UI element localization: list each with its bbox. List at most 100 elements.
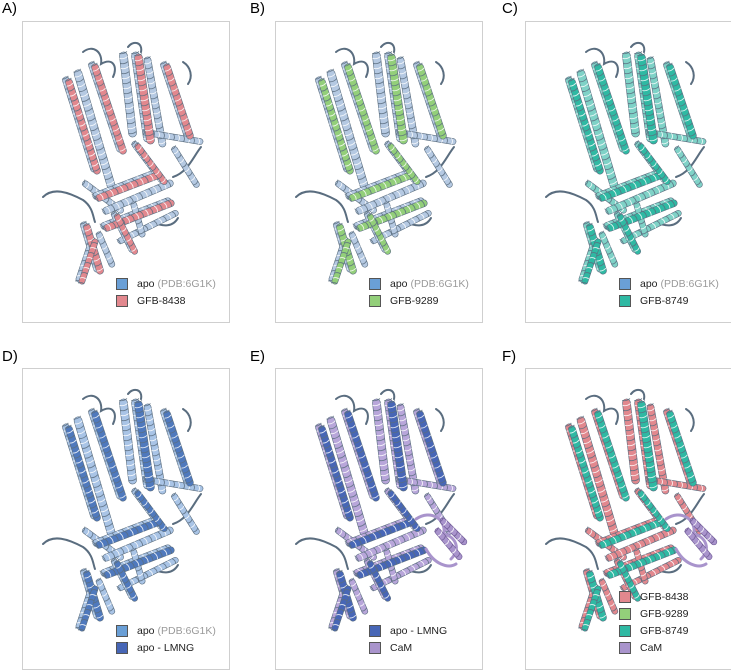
legend-swatch <box>619 641 631 654</box>
overlay-structure <box>567 53 697 285</box>
helix <box>366 559 391 602</box>
legend-item: GFB-8749 <box>619 622 688 639</box>
helix <box>396 56 420 148</box>
helix <box>142 475 204 492</box>
legend-swatch <box>369 294 381 307</box>
helix <box>317 424 354 522</box>
coil <box>127 388 143 400</box>
helix <box>366 212 391 255</box>
overlay-structure <box>317 400 468 632</box>
helix <box>423 145 453 188</box>
helix <box>665 62 697 140</box>
legend-c: apo (PDB:6G1K) GFB-8749 <box>619 275 719 309</box>
legend-swatch <box>619 590 631 603</box>
helix <box>637 489 671 532</box>
overlay-structure <box>317 53 447 285</box>
helix <box>619 210 682 245</box>
helix <box>90 62 127 155</box>
legend-d: apo (PDB:6G1K) apo - LMNG <box>116 622 216 656</box>
helix <box>162 62 194 140</box>
legend-swatch <box>369 624 381 637</box>
helix <box>90 409 127 502</box>
helix <box>354 526 427 562</box>
legend-label: apo <box>640 277 658 290</box>
coil <box>585 394 619 425</box>
helix <box>387 142 421 185</box>
legend-swatch <box>619 624 631 637</box>
helix <box>326 68 370 193</box>
legend-swatch <box>619 294 631 307</box>
panel-e-frame <box>275 368 483 670</box>
helix <box>134 53 155 145</box>
helix <box>689 516 718 546</box>
legend-label: GFB-9289 <box>390 294 439 307</box>
helix <box>665 409 697 487</box>
helix <box>348 230 369 268</box>
panel-label-b: B) <box>250 0 265 17</box>
legend-note: (PDB:6G1K) <box>410 277 469 290</box>
helix <box>330 238 352 285</box>
panel-label-e: E) <box>250 348 265 365</box>
helix <box>576 68 620 193</box>
reference-structure <box>545 41 707 283</box>
coil <box>380 388 396 400</box>
helix <box>101 179 174 215</box>
legend-label: GFB-8749 <box>640 624 689 637</box>
helix <box>415 409 447 487</box>
helix <box>119 51 137 138</box>
legend-item: GFB-8438 <box>619 588 688 605</box>
helix <box>567 424 604 522</box>
coil <box>172 146 202 178</box>
panel-label-a: A) <box>2 0 17 17</box>
helix <box>113 559 138 602</box>
helix <box>372 398 390 485</box>
helix <box>170 145 200 188</box>
helix <box>593 62 630 155</box>
coil <box>172 493 202 525</box>
panel-label-f: F) <box>502 348 517 365</box>
protein-structure-c <box>545 41 707 285</box>
helix <box>684 526 713 560</box>
helix <box>597 518 665 549</box>
helix <box>604 526 677 562</box>
helix <box>134 400 155 492</box>
helix <box>77 585 99 632</box>
legend-label: CaM <box>390 641 413 654</box>
helix <box>622 398 640 485</box>
coil <box>127 41 143 53</box>
legend-item: GFB-8749 <box>619 292 719 309</box>
legend-label: apo <box>390 277 408 290</box>
legend-f: GFB-8438 GFB-9289 GFB-8749 CaM <box>619 588 688 656</box>
legend-item: CaM <box>619 639 688 656</box>
helix <box>439 516 468 546</box>
legend-item: apo - LMNG <box>116 639 216 656</box>
panel-c-frame <box>525 21 731 323</box>
coil <box>425 146 455 178</box>
panel-a-frame <box>22 21 230 323</box>
helix <box>113 212 138 255</box>
panel-d-frame <box>22 368 230 670</box>
helix <box>598 577 619 615</box>
helix <box>673 145 703 188</box>
coil <box>425 493 455 525</box>
overlay-structure <box>567 400 718 632</box>
helix <box>64 77 101 175</box>
protein-structure-f <box>545 388 718 632</box>
coil <box>545 537 599 570</box>
panel-label-c: C) <box>502 0 518 17</box>
helix <box>387 53 408 145</box>
legend-swatch <box>369 277 381 290</box>
helix <box>597 171 665 202</box>
coil <box>685 408 695 432</box>
reference-structure <box>42 388 204 630</box>
legend-item: GFB-9289 <box>369 292 469 309</box>
helix <box>622 51 640 138</box>
legend-label: CaM <box>640 641 663 654</box>
legend-item: GFB-8438 <box>116 292 216 309</box>
reference-structure <box>42 41 204 283</box>
legend-label: apo - LMNG <box>390 624 448 637</box>
coil <box>685 61 695 85</box>
helix <box>645 128 707 145</box>
panel-b-frame <box>275 21 483 323</box>
coil <box>335 47 369 78</box>
